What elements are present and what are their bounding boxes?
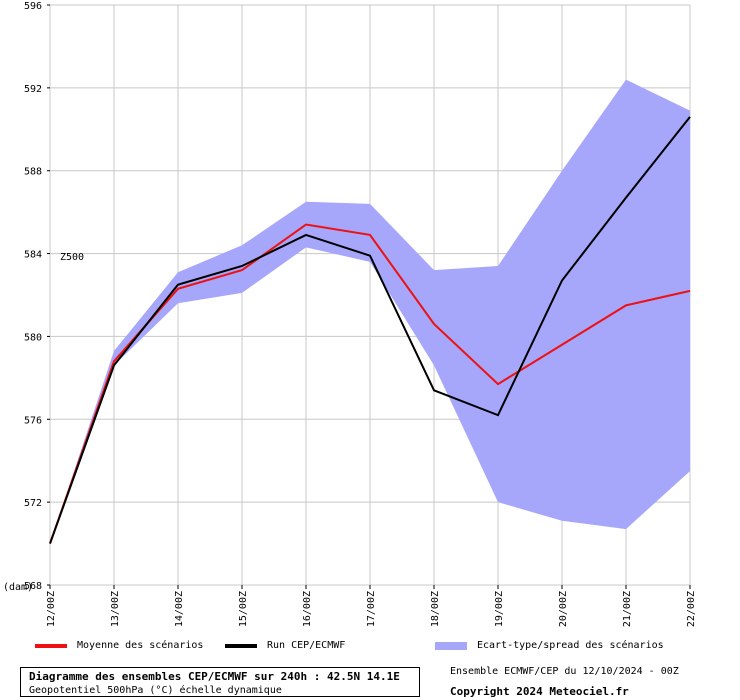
y-tick-label: 580 bbox=[24, 332, 42, 343]
legend-mean-label: Moyenne des scénarios bbox=[77, 640, 204, 651]
x-tick-label: 18/00Z bbox=[430, 591, 441, 627]
x-tick-label: 12/00Z bbox=[46, 591, 57, 627]
legend-run: Run CEP/ECMWF bbox=[225, 640, 345, 651]
legend-spread-label: Ecart-type/spread des scénarios bbox=[477, 640, 664, 651]
y-tick-label: 588 bbox=[24, 167, 42, 178]
y-tick-label: 572 bbox=[24, 498, 42, 509]
x-tick-label: 17/00Z bbox=[366, 591, 377, 627]
chart-subtitle: Geopotentiel 500hPa (°C) échelle dynamiq… bbox=[29, 685, 282, 696]
legend-mean-swatch bbox=[35, 643, 67, 648]
legend-spread-swatch bbox=[435, 641, 467, 650]
y-tick-label: 568 bbox=[24, 581, 42, 592]
legend-mean: Moyenne des scénarios bbox=[35, 640, 203, 651]
series-label: Z500 bbox=[60, 252, 84, 263]
x-tick-label: 15/00Z bbox=[238, 591, 249, 627]
x-tick-label: 13/00Z bbox=[110, 591, 121, 627]
x-tick-label: 14/00Z bbox=[174, 591, 185, 627]
x-tick-label: 20/00Z bbox=[558, 591, 569, 627]
y-tick-label: 592 bbox=[24, 84, 42, 95]
run-series-line bbox=[49, 116, 691, 544]
y-tick-label: 576 bbox=[24, 415, 42, 426]
chart-info-box: Diagramme des ensembles CEP/ECMWF sur 24… bbox=[20, 667, 420, 697]
x-tick-label: 21/00Z bbox=[622, 591, 633, 627]
x-tick-label: 16/00Z bbox=[302, 591, 313, 627]
ensemble-chart: 568 572 576 580 584 588 592 596 12/00Z 13/00Z 14/… bbox=[3, 1, 697, 627]
chart-title: Diagramme des ensembles CEP/ECMWF sur 24… bbox=[29, 670, 400, 683]
y-tick-labels: 568 572 576 580 584 588 592 596 bbox=[24, 1, 50, 592]
x-tick-labels: 12/00Z 13/00Z 14/00Z 15/00Z 16/00Z 17/00Z 18/0… bbox=[46, 585, 697, 627]
legend-run-label: Run CEP/ECMWF bbox=[267, 640, 346, 651]
y-tick-label: 584 bbox=[24, 250, 42, 261]
x-tick-label: 22/00Z bbox=[686, 591, 697, 627]
y-unit-label: (dam) bbox=[3, 582, 33, 593]
x-tick-label: 19/00Z bbox=[494, 591, 505, 627]
spread-band bbox=[50, 79, 690, 544]
y-tick-label: 596 bbox=[24, 1, 42, 12]
legend-run-swatch bbox=[225, 643, 257, 648]
copyright: Copyright 2024 Meteociel.fr bbox=[450, 685, 629, 698]
run-info: Ensemble ECMWF/CEP du 12/10/2024 - 00Z bbox=[450, 666, 679, 677]
legend-spread: Ecart-type/spread des scénarios bbox=[435, 640, 664, 651]
